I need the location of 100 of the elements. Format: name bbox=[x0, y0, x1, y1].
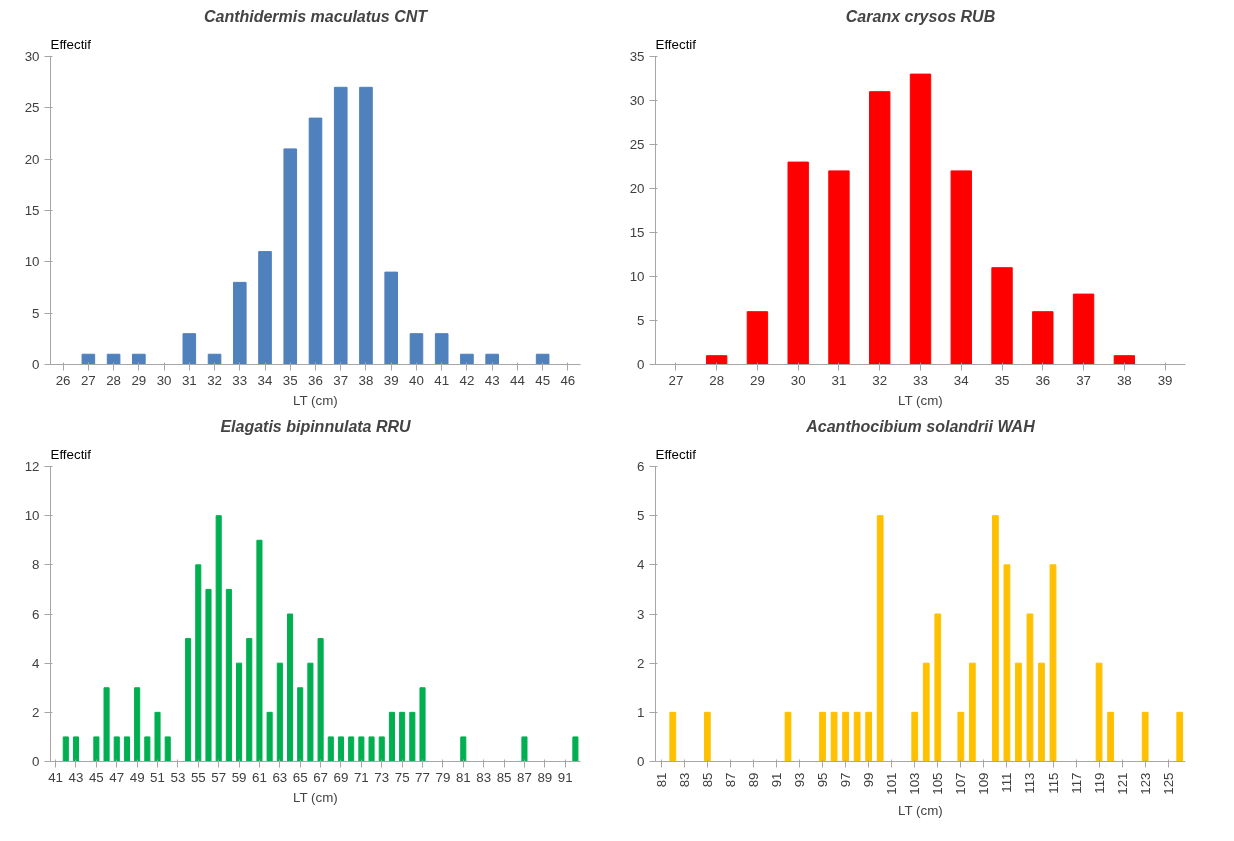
x-tick-label: 32 bbox=[207, 372, 222, 388]
x-tick-label: 99 bbox=[861, 772, 877, 788]
y-tick-label: 2 bbox=[637, 655, 645, 671]
y-tick-label: 15 bbox=[629, 225, 645, 240]
y-tick-label: 30 bbox=[24, 49, 40, 64]
x-tick-label: 59 bbox=[231, 769, 247, 785]
y-tick-label: 8 bbox=[32, 557, 40, 573]
chart-title: Acanthocibium solandrii WAH bbox=[805, 417, 1036, 435]
x-tick-label: 123 bbox=[1137, 772, 1153, 795]
y-tick-label: 0 bbox=[32, 754, 40, 769]
x-tick-label: 27 bbox=[668, 372, 684, 388]
y-tick-label: 1 bbox=[637, 704, 645, 720]
x-tick-label: 42 bbox=[459, 372, 475, 388]
y-tick-label: 30 bbox=[629, 93, 645, 108]
x-tick-label: 45 bbox=[535, 372, 551, 388]
y-tick-label: 12 bbox=[24, 459, 40, 474]
x-tick-label: 45 bbox=[88, 769, 104, 785]
x-tick-label: 35 bbox=[282, 372, 298, 388]
x-tick-label: 33 bbox=[913, 372, 928, 388]
x-tick-label: 61 bbox=[252, 769, 267, 785]
y-axis-title: Effectif bbox=[655, 36, 697, 52]
x-tick-label: 111 bbox=[999, 772, 1015, 793]
x-tick-label: 91 bbox=[768, 772, 784, 788]
x-tick-label: 109 bbox=[976, 772, 992, 795]
x-tick-label: 67 bbox=[313, 769, 329, 785]
x-tick-label: 26 bbox=[55, 372, 71, 388]
x-tick-label: 38 bbox=[1116, 372, 1132, 388]
x-tick-label: 63 bbox=[272, 769, 288, 785]
x-tick-label: 29 bbox=[131, 372, 147, 388]
x-tick-label: 93 bbox=[792, 772, 808, 788]
y-tick-label: 25 bbox=[24, 100, 40, 116]
x-tick-label: 77 bbox=[415, 769, 430, 785]
x-tick-label: 43 bbox=[68, 769, 84, 785]
x-tick-label: 89 bbox=[537, 769, 553, 785]
x-tick-label: 39 bbox=[383, 372, 399, 388]
x-tick-label: 27 bbox=[80, 372, 96, 388]
x-tick-label: 29 bbox=[750, 372, 765, 388]
x-tick-label: 87 bbox=[722, 772, 738, 788]
x-tick-label: 36 bbox=[1035, 372, 1051, 388]
x-tick-label: 37 bbox=[1076, 372, 1091, 388]
x-tick-label: 31 bbox=[181, 372, 197, 388]
x-tick-label: 95 bbox=[815, 772, 831, 788]
x-tick-label: 113 bbox=[1022, 772, 1038, 794]
x-tick-label: 33 bbox=[232, 372, 248, 388]
y-tick-label: 6 bbox=[32, 606, 40, 622]
x-tick-label: 49 bbox=[129, 769, 145, 785]
x-tick-label: 115 bbox=[1045, 772, 1061, 794]
x-tick-label: 55 bbox=[190, 769, 206, 785]
chart-title: Elagatis bipinnulata RRU bbox=[220, 417, 412, 435]
x-tick-label: 28 bbox=[709, 372, 725, 388]
x-tick-label: 34 bbox=[257, 372, 274, 388]
x-tick-label: 103 bbox=[907, 772, 923, 795]
x-tick-label: 91 bbox=[557, 769, 573, 785]
x-tick-label: 46 bbox=[560, 372, 576, 388]
chart-title: Caranx crysos RUB bbox=[845, 7, 996, 25]
y-tick-label: 2 bbox=[32, 704, 40, 720]
x-axis-title: LT (cm) bbox=[898, 802, 943, 818]
x-tick-label: 41 bbox=[48, 769, 64, 785]
y-tick-label: 5 bbox=[32, 305, 40, 321]
x-tick-label: 85 bbox=[699, 772, 715, 788]
y-tick-label: 0 bbox=[32, 357, 40, 372]
x-tick-label: 39 bbox=[1157, 372, 1173, 388]
x-tick-label: 28 bbox=[106, 372, 122, 388]
y-tick-label: 0 bbox=[637, 754, 645, 769]
y-tick-label: 10 bbox=[24, 254, 40, 270]
x-tick-label: 43 bbox=[484, 372, 500, 388]
x-tick-label: 81 bbox=[653, 772, 669, 788]
x-tick-label: 35 bbox=[994, 372, 1010, 388]
y-tick-label: 5 bbox=[637, 508, 645, 524]
x-tick-label: 36 bbox=[308, 372, 323, 388]
x-tick-label: 53 bbox=[170, 769, 186, 785]
x-tick-label: 32 bbox=[872, 372, 888, 388]
y-tick-label: 35 bbox=[629, 49, 645, 64]
x-tick-label: 30 bbox=[790, 372, 806, 388]
x-tick-label: 37 bbox=[333, 372, 349, 388]
x-tick-label: 83 bbox=[676, 772, 692, 788]
x-axis-title: LT (cm) bbox=[898, 392, 943, 408]
x-tick-label: 41 bbox=[434, 372, 450, 388]
y-tick-label: 6 bbox=[637, 459, 645, 474]
x-tick-label: 34 bbox=[953, 372, 970, 388]
x-tick-label: 119 bbox=[1091, 772, 1107, 794]
x-tick-label: 73 bbox=[374, 769, 390, 785]
x-tick-label: 101 bbox=[884, 772, 900, 795]
x-tick-label: 107 bbox=[953, 772, 969, 795]
x-tick-label: 40 bbox=[409, 372, 424, 388]
x-tick-label: 69 bbox=[333, 769, 349, 785]
x-tick-label: 125 bbox=[1160, 772, 1176, 795]
x-tick-label: 79 bbox=[435, 769, 451, 785]
x-tick-label: 44 bbox=[509, 372, 526, 388]
y-tick-label: 3 bbox=[637, 606, 645, 622]
y-tick-label: 25 bbox=[629, 137, 645, 152]
x-tick-label: 81 bbox=[455, 769, 471, 785]
x-tick-label: 30 bbox=[156, 372, 172, 388]
y-tick-label: 4 bbox=[637, 557, 646, 573]
x-tick-label: 83 bbox=[476, 769, 492, 785]
x-tick-label: 65 bbox=[292, 769, 308, 785]
x-tick-label: 47 bbox=[109, 769, 125, 785]
x-tick-label: 71 bbox=[353, 769, 369, 785]
x-tick-label: 87 bbox=[517, 769, 532, 785]
y-tick-label: 15 bbox=[24, 203, 40, 218]
